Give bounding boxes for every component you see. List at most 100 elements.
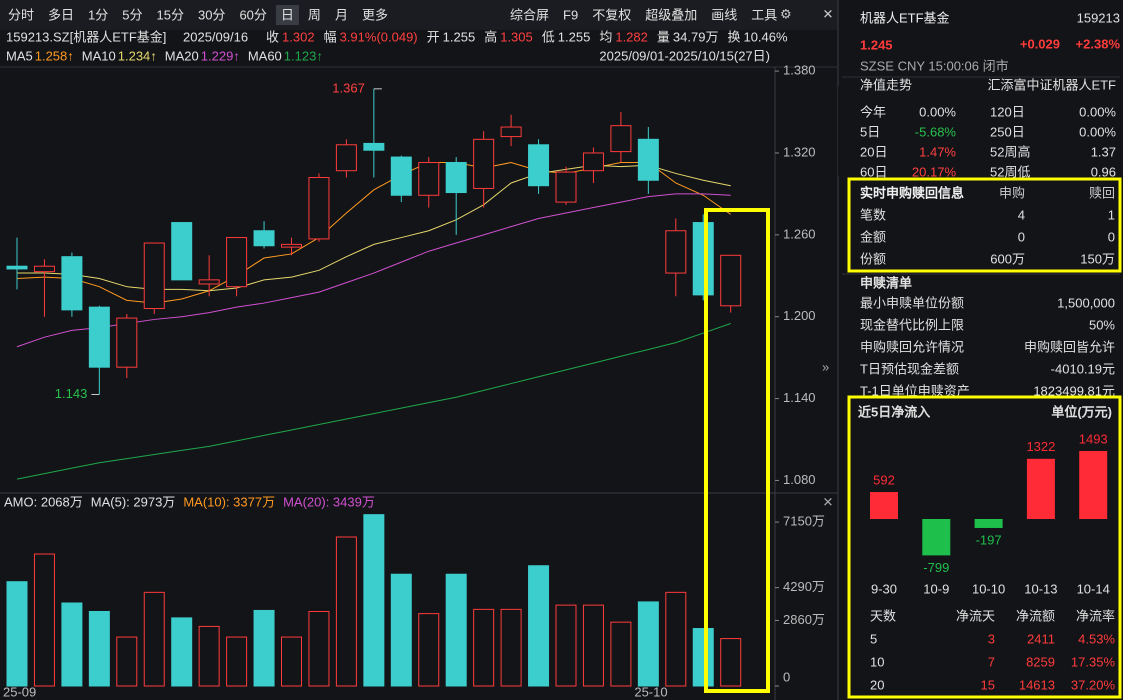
stat-label: 20日 bbox=[860, 144, 887, 159]
candle-body bbox=[253, 230, 275, 247]
stat-value: 0.00% bbox=[1079, 124, 1116, 139]
table-cell: 份额 bbox=[860, 251, 886, 266]
chart-title: 近5日净流入 bbox=[858, 404, 930, 419]
stat-value: 0.00% bbox=[1079, 104, 1116, 119]
row-label: 现金替代比例上限 bbox=[860, 317, 964, 332]
timeframe-tab[interactable]: 1分 bbox=[88, 7, 108, 22]
volume-bar bbox=[610, 621, 632, 687]
candle-body bbox=[116, 317, 138, 368]
volume-bar bbox=[335, 536, 357, 687]
close-icon[interactable]: ✕ bbox=[823, 6, 834, 21]
stat-label: 250日 bbox=[990, 124, 1025, 139]
volume-bar bbox=[281, 636, 302, 687]
tool-button[interactable]: 工具 bbox=[751, 7, 777, 22]
date-range: 2025/09/01-2025/10/15(27日) bbox=[599, 48, 770, 63]
value-label: -799 bbox=[923, 560, 949, 575]
timeframe-tab[interactable]: 30分 bbox=[198, 7, 225, 22]
timeframe-tab[interactable]: 周 bbox=[308, 7, 321, 22]
field-value: 10.46% bbox=[743, 29, 788, 44]
value-label: -197 bbox=[976, 532, 1002, 547]
tool-button[interactable]: F9 bbox=[563, 7, 578, 22]
annotation: 1.143 bbox=[55, 386, 88, 401]
table-cell: 150万 bbox=[1080, 251, 1115, 266]
timeframe-tab[interactable]: 60分 bbox=[239, 7, 266, 22]
timeframe-tab[interactable]: 分时 bbox=[8, 7, 34, 22]
change: +0.029 bbox=[1020, 36, 1060, 51]
table-header: 净流率 bbox=[1076, 608, 1115, 623]
table-cell: 0 bbox=[1108, 229, 1115, 244]
stat-value: 1.37 bbox=[1091, 144, 1116, 159]
candle-body bbox=[33, 265, 55, 273]
table-cell: 7 bbox=[988, 654, 995, 669]
volume-bar bbox=[390, 573, 412, 687]
legend-value: 1.234↑ bbox=[118, 48, 157, 63]
timeframe-tab[interactable]: 更多 bbox=[362, 7, 388, 22]
tool-button[interactable]: 综合屏 bbox=[510, 7, 549, 22]
candle-body bbox=[281, 243, 302, 248]
value-label: 592 bbox=[873, 472, 895, 487]
symbol: 159213.SZ[机器人ETF基金] bbox=[6, 29, 166, 44]
tool-button[interactable]: 画线 bbox=[711, 7, 737, 22]
tool-button[interactable]: 超级叠加 bbox=[645, 7, 697, 22]
volume-bar bbox=[61, 602, 83, 687]
table-cell: 2411 bbox=[1027, 631, 1055, 646]
timeframe-tab[interactable]: 日 bbox=[281, 7, 294, 22]
field-value: 1.255 bbox=[443, 29, 476, 44]
y-tick-label: 1.200 bbox=[783, 308, 816, 323]
table-cell: 4 bbox=[1018, 207, 1025, 222]
candle-body bbox=[582, 152, 604, 172]
y-tick-label: 2860万 bbox=[783, 612, 825, 627]
nav-title: 净值走势 bbox=[860, 77, 912, 92]
table-header: 赎回 bbox=[1089, 185, 1115, 200]
stat-label: 52周高 bbox=[990, 144, 1030, 159]
candle-body bbox=[610, 125, 632, 153]
chart-unit: 单位(万元) bbox=[1051, 404, 1112, 419]
legend-label: MA10 bbox=[82, 48, 116, 63]
volume-bar bbox=[692, 628, 714, 687]
candle-body bbox=[198, 279, 220, 285]
candle-body bbox=[308, 177, 330, 240]
timeframe-tab[interactable]: 15分 bbox=[157, 7, 184, 22]
table-cell: 14613 bbox=[1019, 677, 1055, 692]
volume-legend: MA(5): 2973万 bbox=[91, 494, 176, 509]
settings-icon[interactable]: ⚙ bbox=[780, 6, 792, 21]
change-pct: +2.38% bbox=[1076, 36, 1121, 51]
timeframe-tab[interactable]: 月 bbox=[335, 7, 348, 22]
row-label: 申购赎回允许情况 bbox=[860, 339, 964, 354]
expand-icon[interactable]: » bbox=[822, 359, 829, 374]
close-icon[interactable]: ✕ bbox=[823, 494, 834, 509]
volume-bar bbox=[33, 553, 55, 687]
value-label: 1322 bbox=[1026, 439, 1055, 454]
volume-bar bbox=[253, 609, 275, 687]
table-cell: 4.53% bbox=[1078, 631, 1115, 646]
bar bbox=[1079, 451, 1108, 519]
volume-legend: MA(10): 3377万 bbox=[183, 494, 275, 509]
fund-code: 159213 bbox=[1077, 10, 1120, 25]
y-tick-label: 1.080 bbox=[783, 472, 816, 487]
candle-body bbox=[418, 162, 440, 196]
candle-body bbox=[473, 138, 495, 189]
candle-body bbox=[692, 222, 714, 296]
candle-body bbox=[528, 144, 550, 187]
date: 2025/09/16 bbox=[183, 29, 248, 44]
table-cell: 15 bbox=[981, 677, 995, 692]
candle-body bbox=[88, 306, 110, 368]
volume-legend: AMO: 2068万 bbox=[4, 494, 83, 509]
timeframe-tab[interactable]: 5分 bbox=[122, 7, 142, 22]
candle-body bbox=[335, 144, 357, 172]
volume-legend: MA(20): 3439万 bbox=[283, 494, 375, 509]
table-cell: 8259 bbox=[1026, 654, 1055, 669]
stat-value: -5.68% bbox=[915, 124, 957, 139]
volume-bar bbox=[171, 617, 193, 687]
field-value: 1.305 bbox=[500, 29, 533, 44]
panel-bg bbox=[847, 395, 1122, 699]
stat-value: 0.96 bbox=[1091, 164, 1116, 179]
table-cell: 3 bbox=[988, 631, 995, 646]
volume-bar bbox=[720, 638, 742, 687]
highlight-box bbox=[704, 208, 770, 693]
timeframe-tab[interactable]: 多日 bbox=[48, 7, 74, 22]
x-tick-label: 25-10 bbox=[634, 684, 667, 699]
table-cell: 20 bbox=[870, 677, 884, 692]
tool-button[interactable]: 不复权 bbox=[592, 7, 631, 22]
